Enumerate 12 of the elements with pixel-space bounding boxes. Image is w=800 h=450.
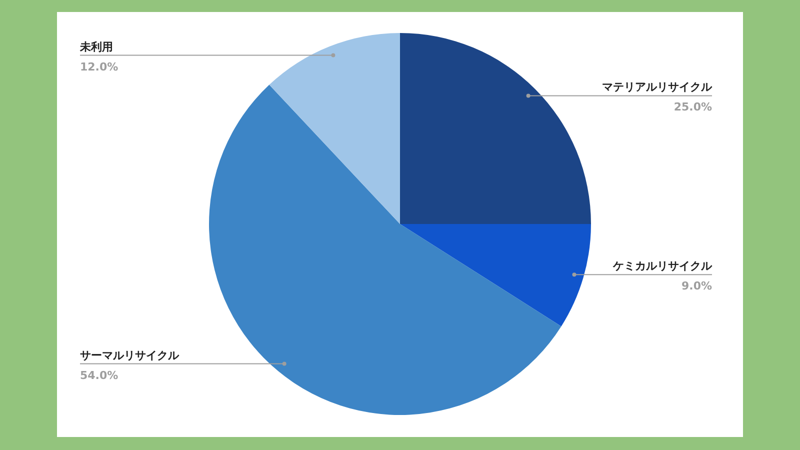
slice-label: マテリアルリサイクル — [602, 80, 713, 94]
pie-slice — [400, 224, 591, 326]
pie-slice — [400, 33, 591, 224]
pie-slice — [209, 84, 562, 415]
data-label: 54.0% — [80, 368, 118, 382]
data-label: 12.0% — [80, 60, 118, 74]
slice-label: 未利用 — [79, 40, 113, 54]
data-label: 9.0% — [681, 280, 712, 293]
slice-label: ケミカルリサイクル — [612, 260, 713, 273]
slice-label: サーマルリサイクル — [80, 348, 180, 362]
data-label: 25.0% — [674, 100, 712, 114]
pie-slice — [269, 33, 400, 224]
